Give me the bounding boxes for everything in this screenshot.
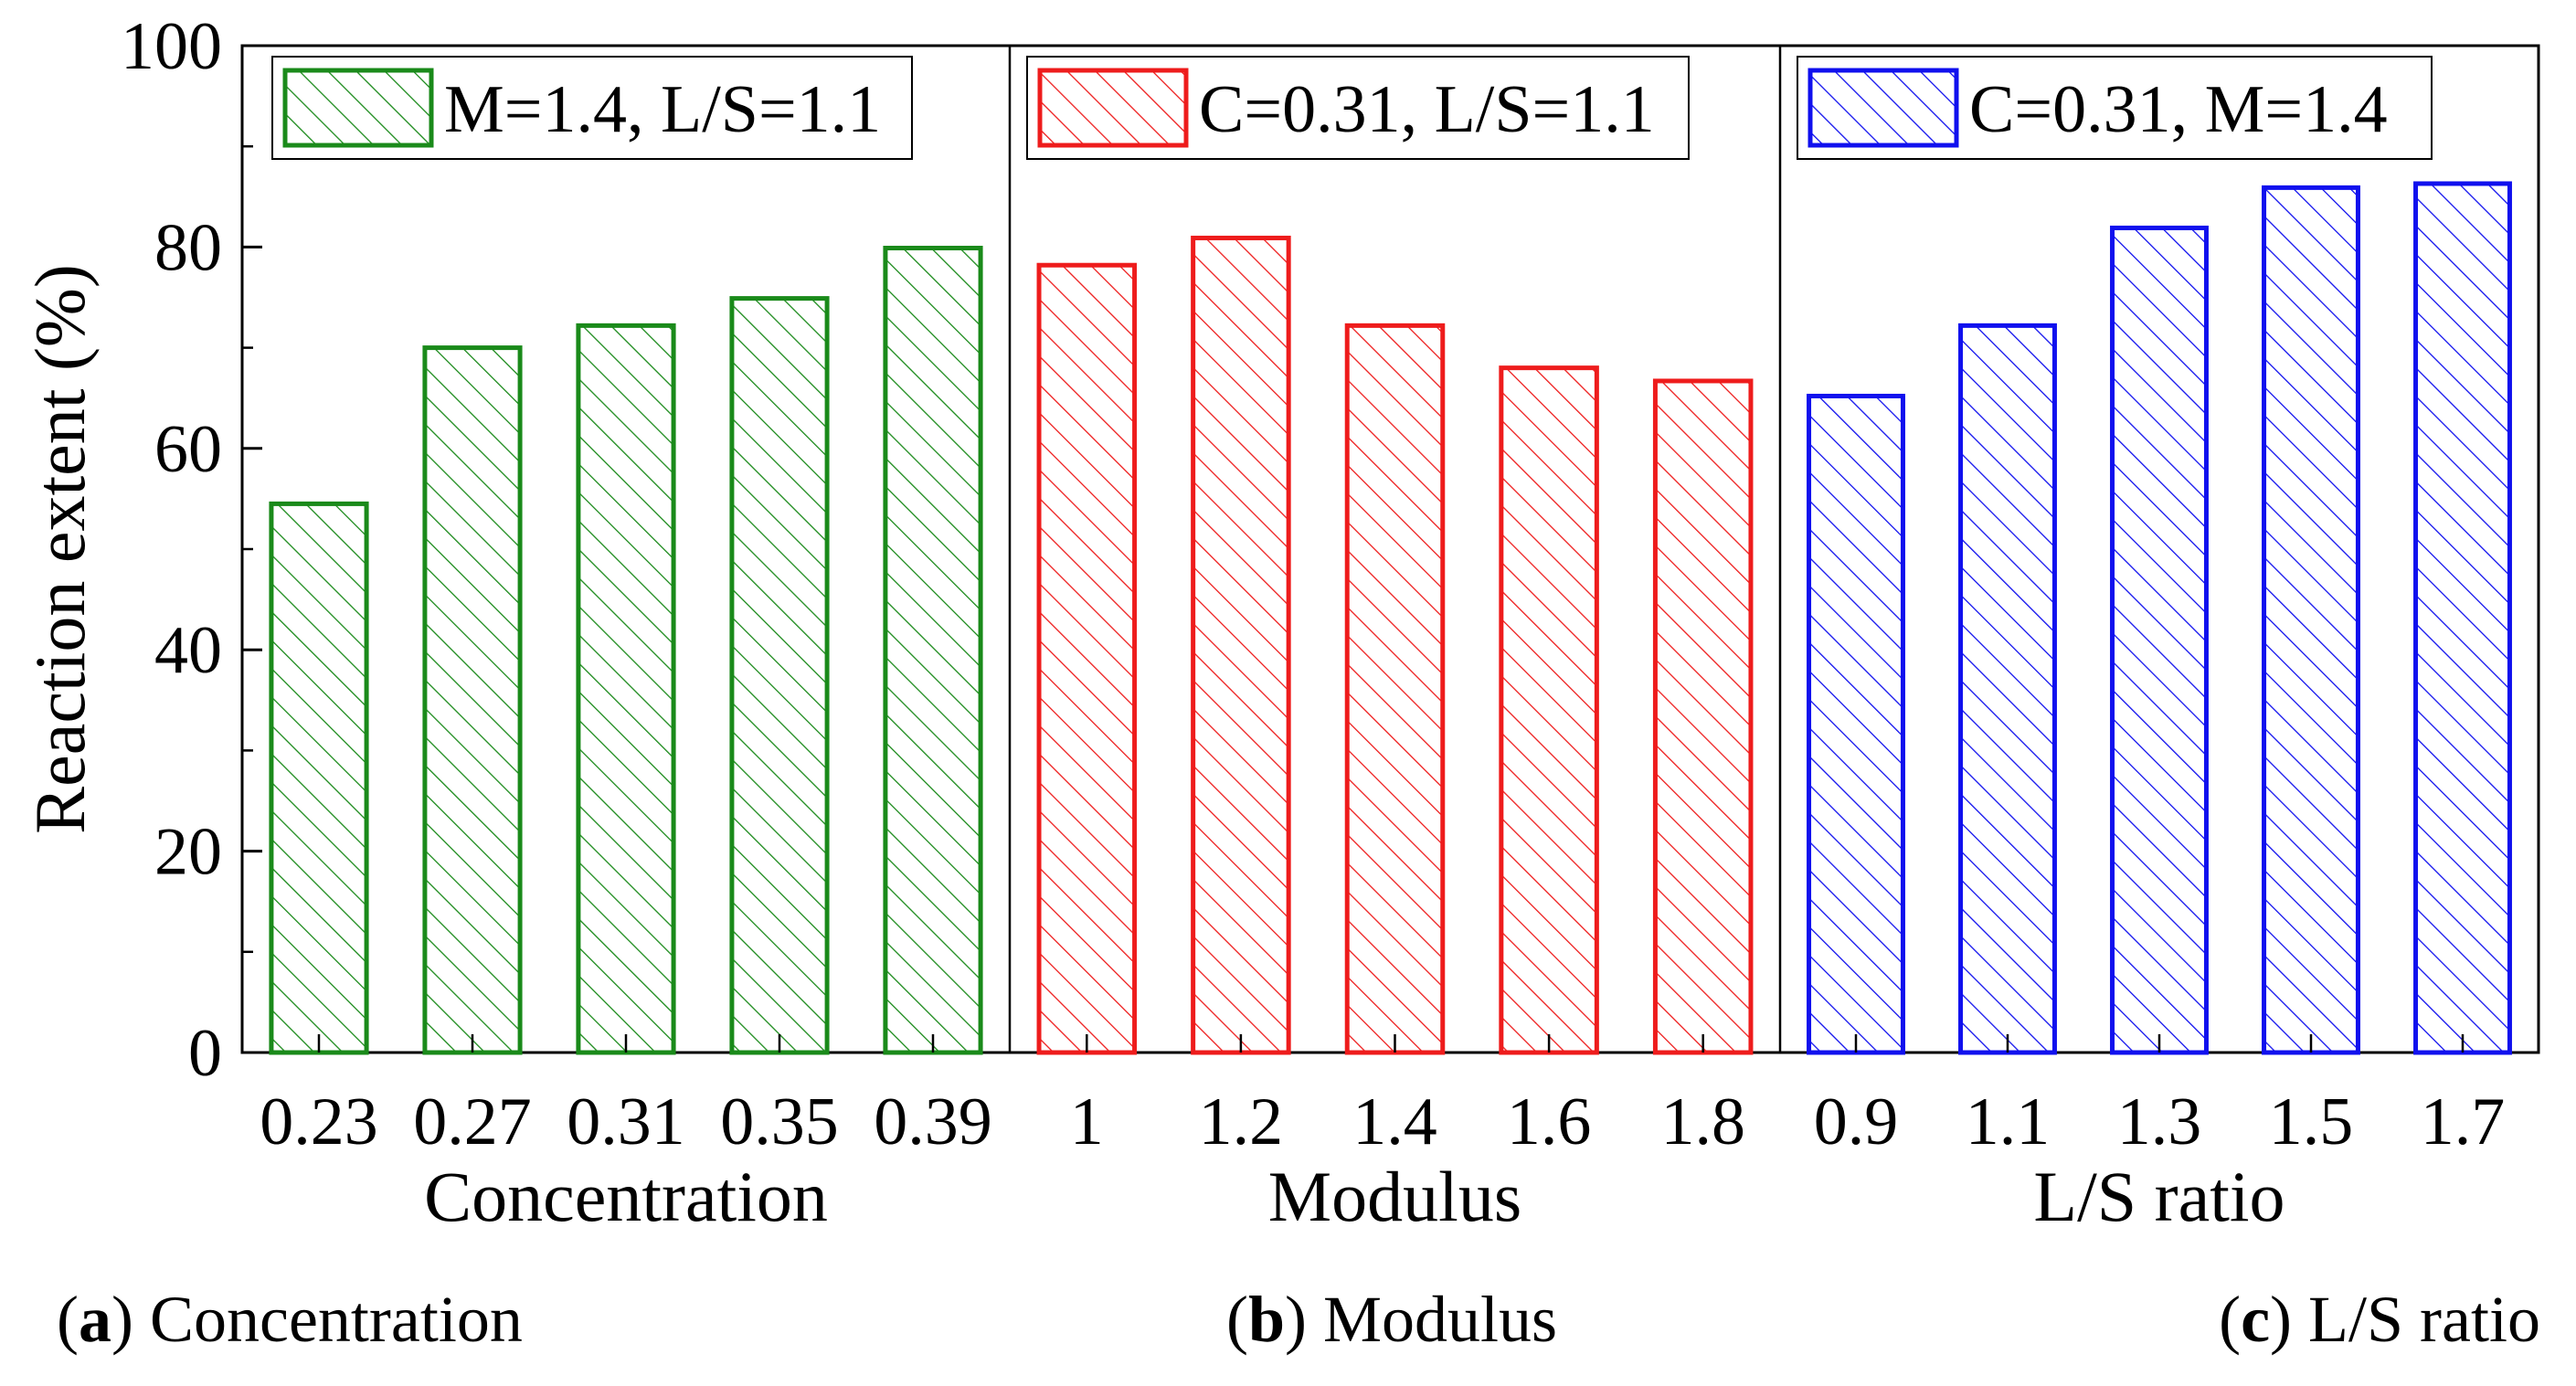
x-tick-label: 1: [1070, 1084, 1104, 1159]
x-tick-label: 1.4: [1352, 1084, 1437, 1159]
legend-swatch-b: [1037, 68, 1189, 148]
bar-b-1.8: [1652, 378, 1754, 1055]
x-tick-label: 0.39: [874, 1084, 992, 1159]
y-tick-label: 20: [154, 815, 222, 890]
legend-swatch-a: [282, 68, 434, 148]
x-tick-label: 1.6: [1507, 1084, 1592, 1159]
bar-c-1.3: [2110, 225, 2209, 1055]
y-tick-label: 0: [188, 1016, 222, 1091]
x-axis-label-a: Concentration: [424, 1157, 828, 1236]
bar-a-0.35: [729, 296, 830, 1055]
bar-a-0.23: [269, 501, 369, 1055]
caption-b: (b) Modulus: [1226, 1283, 1557, 1356]
legend-label-a: M=1.4, L/S=1.1: [444, 72, 881, 147]
bar-c-1.1: [1958, 323, 2057, 1055]
bar-b-1.4: [1344, 323, 1446, 1055]
y-tick-label: 80: [154, 210, 222, 285]
y-tick-label: 40: [154, 613, 222, 688]
caption-c: (c) L/S ratio: [2219, 1283, 2540, 1356]
x-axis-label-b: Modulus: [1268, 1157, 1521, 1236]
x-tick-label: 1.7: [2421, 1084, 2506, 1159]
bar-c-0.9: [1807, 393, 1905, 1055]
x-tick-label: 1.5: [2269, 1084, 2354, 1159]
bar-c-1.7: [2413, 181, 2512, 1055]
bar-a-0.27: [422, 345, 523, 1055]
bar-b-1.2: [1191, 235, 1291, 1055]
x-tick-label: 1.3: [2117, 1084, 2202, 1159]
bar-a-0.31: [576, 323, 676, 1055]
legend-swatch-c: [1807, 68, 1959, 148]
x-tick-label: 0.9: [1814, 1084, 1899, 1159]
y-tick-label: 100: [121, 9, 222, 84]
legend-label-b: C=0.31, L/S=1.1: [1199, 72, 1655, 147]
bar-c-1.5: [2262, 185, 2360, 1055]
x-axis-label-c: L/S ratio: [2033, 1157, 2284, 1236]
x-tick-label: 1.8: [1660, 1084, 1745, 1159]
y-tick-label: 60: [154, 412, 222, 487]
bar-b-1: [1036, 262, 1138, 1055]
bar-b-1.6: [1499, 365, 1599, 1055]
x-tick-label: 0.31: [567, 1084, 685, 1159]
legend-label-c: C=0.31, M=1.4: [1969, 72, 2388, 147]
x-tick-label: 1.2: [1199, 1084, 1284, 1159]
x-tick-label: 0.27: [413, 1084, 532, 1159]
caption-a: (a) Concentration: [57, 1283, 523, 1356]
bar-a-0.39: [883, 246, 983, 1055]
x-tick-label: 0.23: [260, 1084, 378, 1159]
y-axis-label: Reaction extent (%): [20, 264, 100, 834]
x-tick-label: 0.35: [720, 1084, 839, 1159]
x-tick-label: 1.1: [1966, 1084, 2051, 1159]
